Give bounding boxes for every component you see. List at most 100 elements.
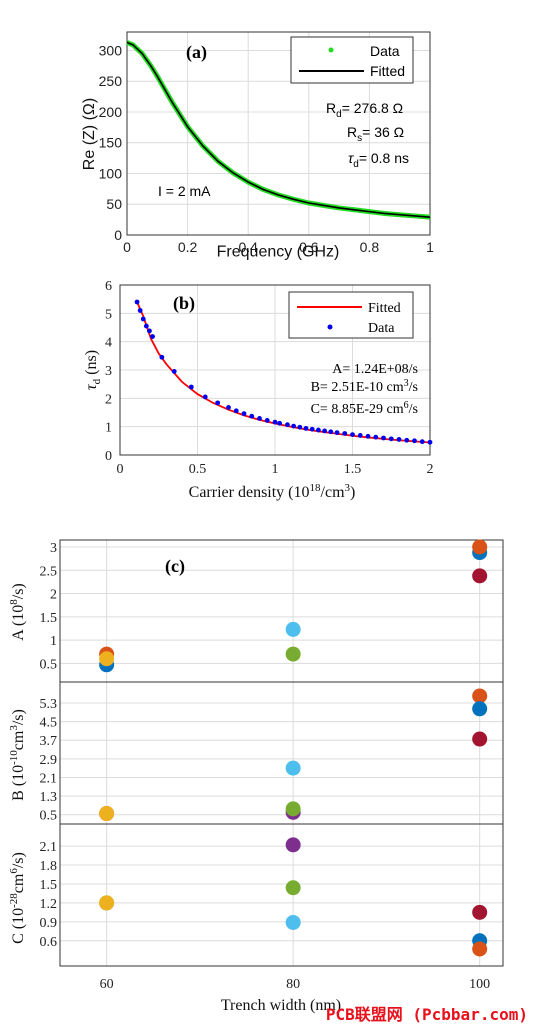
legend-entry-fitted: Fitted: [370, 63, 405, 79]
panel-a-ytick-label: 150: [99, 135, 123, 151]
panel-b-data-point: [381, 435, 386, 441]
panel-c-ytick-label: 2.5: [40, 564, 58, 579]
panel-b-ytick-label: 4: [105, 336, 112, 351]
panel-c-ytick-label: 1.8: [40, 859, 58, 874]
panel-c-ytick-label: 1: [50, 634, 57, 649]
panel-c-point: [285, 621, 301, 637]
panel-b-data-point: [226, 405, 231, 410]
panel-b-legend: Fitted Data: [288, 291, 414, 339]
panel-b-xtick-label: 0.5: [189, 462, 207, 477]
panel-c-point: [285, 880, 301, 896]
panel-c-point: [285, 914, 301, 930]
panel-a-ytick-label: 0: [114, 227, 122, 243]
panel-b-data-point: [334, 430, 340, 436]
coef-a-annotation: A= 1.24E+08/s: [332, 362, 418, 377]
panel-a-legend: Data Fitted: [290, 36, 414, 84]
panel-a-xtick-label: 0.4: [238, 239, 258, 255]
panel-a-fitted-series: [126, 41, 431, 218]
panel-c-ytick-label: 1.5: [40, 878, 58, 893]
panel-c-ytick-label: 3.7: [40, 734, 58, 749]
panel-c-point: [99, 651, 115, 667]
panel-c-xtick-label: 60: [100, 977, 114, 992]
rd-annotation: Rd= 276.8 Ω: [326, 100, 403, 120]
panel-b-data-point: [357, 433, 363, 438]
panel-b-data-point: [159, 354, 165, 360]
panel-c-point: [285, 760, 301, 776]
coef-b-annotation: B= 2.51E-10 cm3/s: [311, 378, 418, 395]
panel-c-point: [472, 701, 488, 717]
panel-c-point: [472, 568, 488, 584]
panel-a: 0 0.2 0.4 0.6 0.8 1 0 50 100 150 200 250 300 (a) Dat…: [81, 31, 434, 260]
panel-c-ytick-label: 2.1: [40, 840, 58, 855]
panel-b-ytick-label: 5: [105, 307, 112, 322]
panel-b-data-point: [264, 418, 270, 423]
legend-data-marker-blue: [327, 324, 333, 330]
panel-c-ytick-label: 1.5: [40, 611, 58, 626]
panel-b-xtick-label: 1.5: [344, 462, 362, 477]
panel-c-xtick-label: 100: [469, 977, 490, 992]
panel-b-data-point: [134, 299, 140, 305]
panel-c-point: [99, 895, 115, 911]
panel-a-plot-frame: [126, 31, 431, 236]
panel-b-plot-frame: [119, 284, 431, 456]
panel-a-ytick-label: 100: [99, 165, 123, 181]
panel-c-ytick-label: 4.5: [40, 716, 58, 731]
panel-b-data-point: [137, 308, 143, 313]
panel-c-point: [99, 806, 115, 822]
panel-c-label: (c): [165, 556, 185, 577]
panel-c-ytick-label: 3: [50, 541, 57, 556]
panel-c-xtick-label: 80: [286, 977, 300, 992]
panel-a-xtick-label: 1: [426, 239, 434, 255]
panel-c-point: [472, 731, 488, 747]
panel-c-point: [285, 646, 301, 662]
panel-a-ytick-label: 200: [99, 104, 123, 120]
panel-b-data-point: [233, 408, 239, 414]
panel-c-subplot-frame: [59, 823, 504, 967]
td-annotation: τd= 0.8 ns: [348, 150, 409, 170]
panel-b-data-point: [373, 434, 379, 440]
panel-b-data-point: [419, 439, 425, 445]
panel-a-label: (a): [186, 42, 207, 63]
panel-b-xtick-label: 0: [117, 462, 124, 477]
panel-c-point: [472, 688, 488, 704]
rs-annotation: Rs= 36 Ω: [347, 124, 404, 144]
panel-b-data-point: [412, 438, 417, 444]
panel-b-data-point: [257, 416, 262, 421]
panel-c-xlabel: Trench width (nm): [221, 997, 341, 1014]
panel-b-data-point: [350, 432, 355, 437]
panel-a-legend-box: [290, 36, 414, 84]
panel-c-ytick-label: 2.1: [40, 771, 58, 786]
panel-a-xlabel: Frequency (GHz): [217, 243, 340, 260]
panel-c-ytick-label: 0.5: [40, 657, 58, 672]
panel-c-subplot-frame: [59, 539, 504, 683]
coef-c-annotation: C= 8.85E-29 cm6/s: [311, 400, 418, 417]
panel-b-data-point: [285, 422, 290, 428]
subplot-a-ylabel: A (108/s): [8, 583, 27, 641]
panel-c-point: [472, 539, 488, 555]
legend-entry-fitted-b: Fitted: [368, 301, 401, 316]
panel-c-ytick-label: 1.2: [40, 897, 58, 912]
current-annotation: I = 2 mA: [158, 183, 211, 199]
panel-b-ytick-label: 6: [105, 279, 112, 294]
panel-b-data-point: [150, 334, 155, 339]
subplot-b-ylabel: B (10-10cm3/s): [8, 709, 27, 801]
panel-b-data-point: [404, 437, 410, 443]
panel-b-data-point: [272, 419, 278, 425]
panel-b-xtick-label: 1: [272, 462, 279, 477]
panel-b-data-point: [427, 439, 433, 445]
panel-b-data-point: [140, 316, 146, 322]
panel-b-ytick-label: 1: [105, 421, 112, 436]
panel-b-legend-box: [288, 291, 414, 339]
panel-b-ytick-label: 0: [105, 449, 112, 464]
panel-a-xtick-label: 0.6: [299, 239, 319, 255]
legend-entry-data-b: Data: [368, 321, 395, 336]
panel-b-data-point: [396, 437, 402, 442]
panel-a-ytick-label: 250: [99, 73, 123, 89]
panel-b-data-point: [291, 423, 296, 429]
panel-b-xtick-label: 2: [427, 462, 434, 477]
panel-a-ytick-label: 50: [106, 196, 122, 212]
panel-c-ytick-label: 1.3: [40, 790, 58, 805]
panel-b-data-point: [171, 369, 177, 374]
panel-b-data-point: [147, 328, 152, 334]
